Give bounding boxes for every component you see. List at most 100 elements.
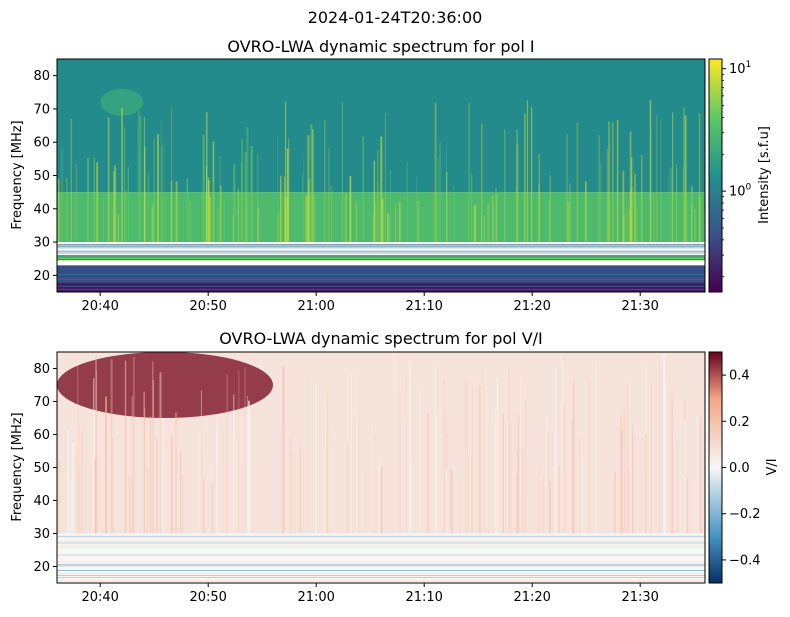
heatmap-streak [355,202,358,243]
heatmap-streak [495,193,498,243]
heatmap-streak [124,189,127,243]
heatmap-streak [164,195,166,243]
colorbar-pol-vi: 0.4 0.2 0.0 −0.2 −0.4 V/I [708,351,780,584]
heatmap-streak [144,408,146,534]
heatmap-streak [206,165,207,243]
heatmap-streak [576,122,579,243]
heatmap-streak [704,212,705,243]
x-tick-label: 20:50 [189,590,226,605]
x-tick-label: 20:40 [81,299,118,314]
heatmap-streak [244,367,246,534]
heatmap-rfi-line [57,247,705,249]
heatmap-streak [150,419,152,534]
heatmap-streak [152,380,154,534]
heatmap-pol-vi [57,352,705,583]
heatmap-streak [139,116,142,243]
heatmap-streak [569,183,571,243]
heatmap-streak [289,434,293,534]
heatmap-streak [113,171,115,243]
heatmap-streak [524,113,526,243]
heatmap-streak [451,469,453,534]
heatmap-streak [94,464,96,534]
heatmap-streak [629,187,632,243]
heatmap-rfi-line [57,252,705,254]
heatmap-streak [508,369,511,534]
heatmap-streak [650,132,652,243]
y-axis-pol-vi: 20 30 40 50 60 70 80 [33,362,57,575]
heatmap-streak [232,215,235,243]
heatmap-streak [300,438,302,534]
heatmap-streak [103,197,105,243]
heatmap-streak [152,202,154,243]
heatmap-streak [628,209,631,243]
y-tick-label: 30 [33,527,50,542]
heatmap-streak [326,429,329,534]
colorbar-tick-label: 0.0 [729,461,750,476]
heatmap-streak [377,182,378,243]
heatmap-rfi-line [57,278,705,280]
heatmap-rfi-line [57,255,705,257]
heatmap-streak [188,201,191,243]
heatmap-streak [636,205,638,243]
heatmap-rfi-line [57,265,705,267]
heatmap-streak [405,374,407,534]
colorbar-tick-label: 101 [729,60,751,77]
heatmap-streak [157,134,159,243]
heatmap-streak [342,102,344,243]
heatmap-streak [182,474,184,534]
heatmap-streak [471,380,474,534]
x-tick-label: 21:20 [513,590,550,605]
heatmap-streak [223,198,225,243]
heatmap-streak [127,167,130,243]
heatmap-streak [117,213,119,243]
heatmap-streak [656,114,658,243]
heatmap-streak [521,449,524,534]
heatmap-streak [214,464,217,534]
x-tick-label: 20:40 [81,590,118,605]
heatmap-streak [364,473,367,534]
heatmap-streak [95,356,98,534]
heatmap-streak [494,409,497,534]
heatmap-streak [326,392,329,534]
y-tick-label: 30 [33,236,50,251]
x-axis-pol-i: 20:40 20:50 21:00 21:10 21:20 21:30 [81,292,659,314]
heatmap-streak [595,360,597,534]
heatmap-streak [358,405,360,534]
heatmap-streak [502,413,504,534]
heatmap-streak [558,466,560,534]
heatmap-streak [482,367,484,534]
heatmap-streak [161,146,163,243]
heatmap-streak [93,157,95,243]
heatmap-streak [75,450,78,534]
heatmap-streak [347,443,349,534]
heatmap-streak [492,195,494,243]
heatmap-rfi-line [57,250,705,252]
heatmap-streak [566,133,568,243]
heatmap-streak [107,117,110,243]
heatmap-streak [93,378,95,534]
heatmap-streak [153,139,155,243]
heatmap-streak [653,193,655,243]
heatmap-streak [105,396,107,534]
x-tick-label: 20:50 [189,299,226,314]
heatmap-rfi-line [57,577,705,578]
heatmap-streak [699,416,702,534]
heatmap-streak [160,440,162,534]
heatmap-rfi-line [57,554,705,556]
heatmap-rfi-line [57,274,705,275]
heatmap-streak [324,120,326,243]
heatmap-streak [684,420,686,534]
heatmap-rfi-line [57,244,705,245]
heatmap-streak [488,420,489,534]
heatmap-streak [207,179,210,243]
heatmap-streak [443,378,445,534]
heatmap-streak [549,175,551,243]
heatmap-streak [306,374,308,534]
heatmap-streak [473,205,477,243]
heatmap-streak [639,472,642,534]
y-tick-label: 80 [33,362,50,377]
heatmap-streak [226,373,228,534]
heatmap-streak [111,437,114,534]
heatmap-streak [160,120,162,243]
heatmap-streak [378,459,380,534]
